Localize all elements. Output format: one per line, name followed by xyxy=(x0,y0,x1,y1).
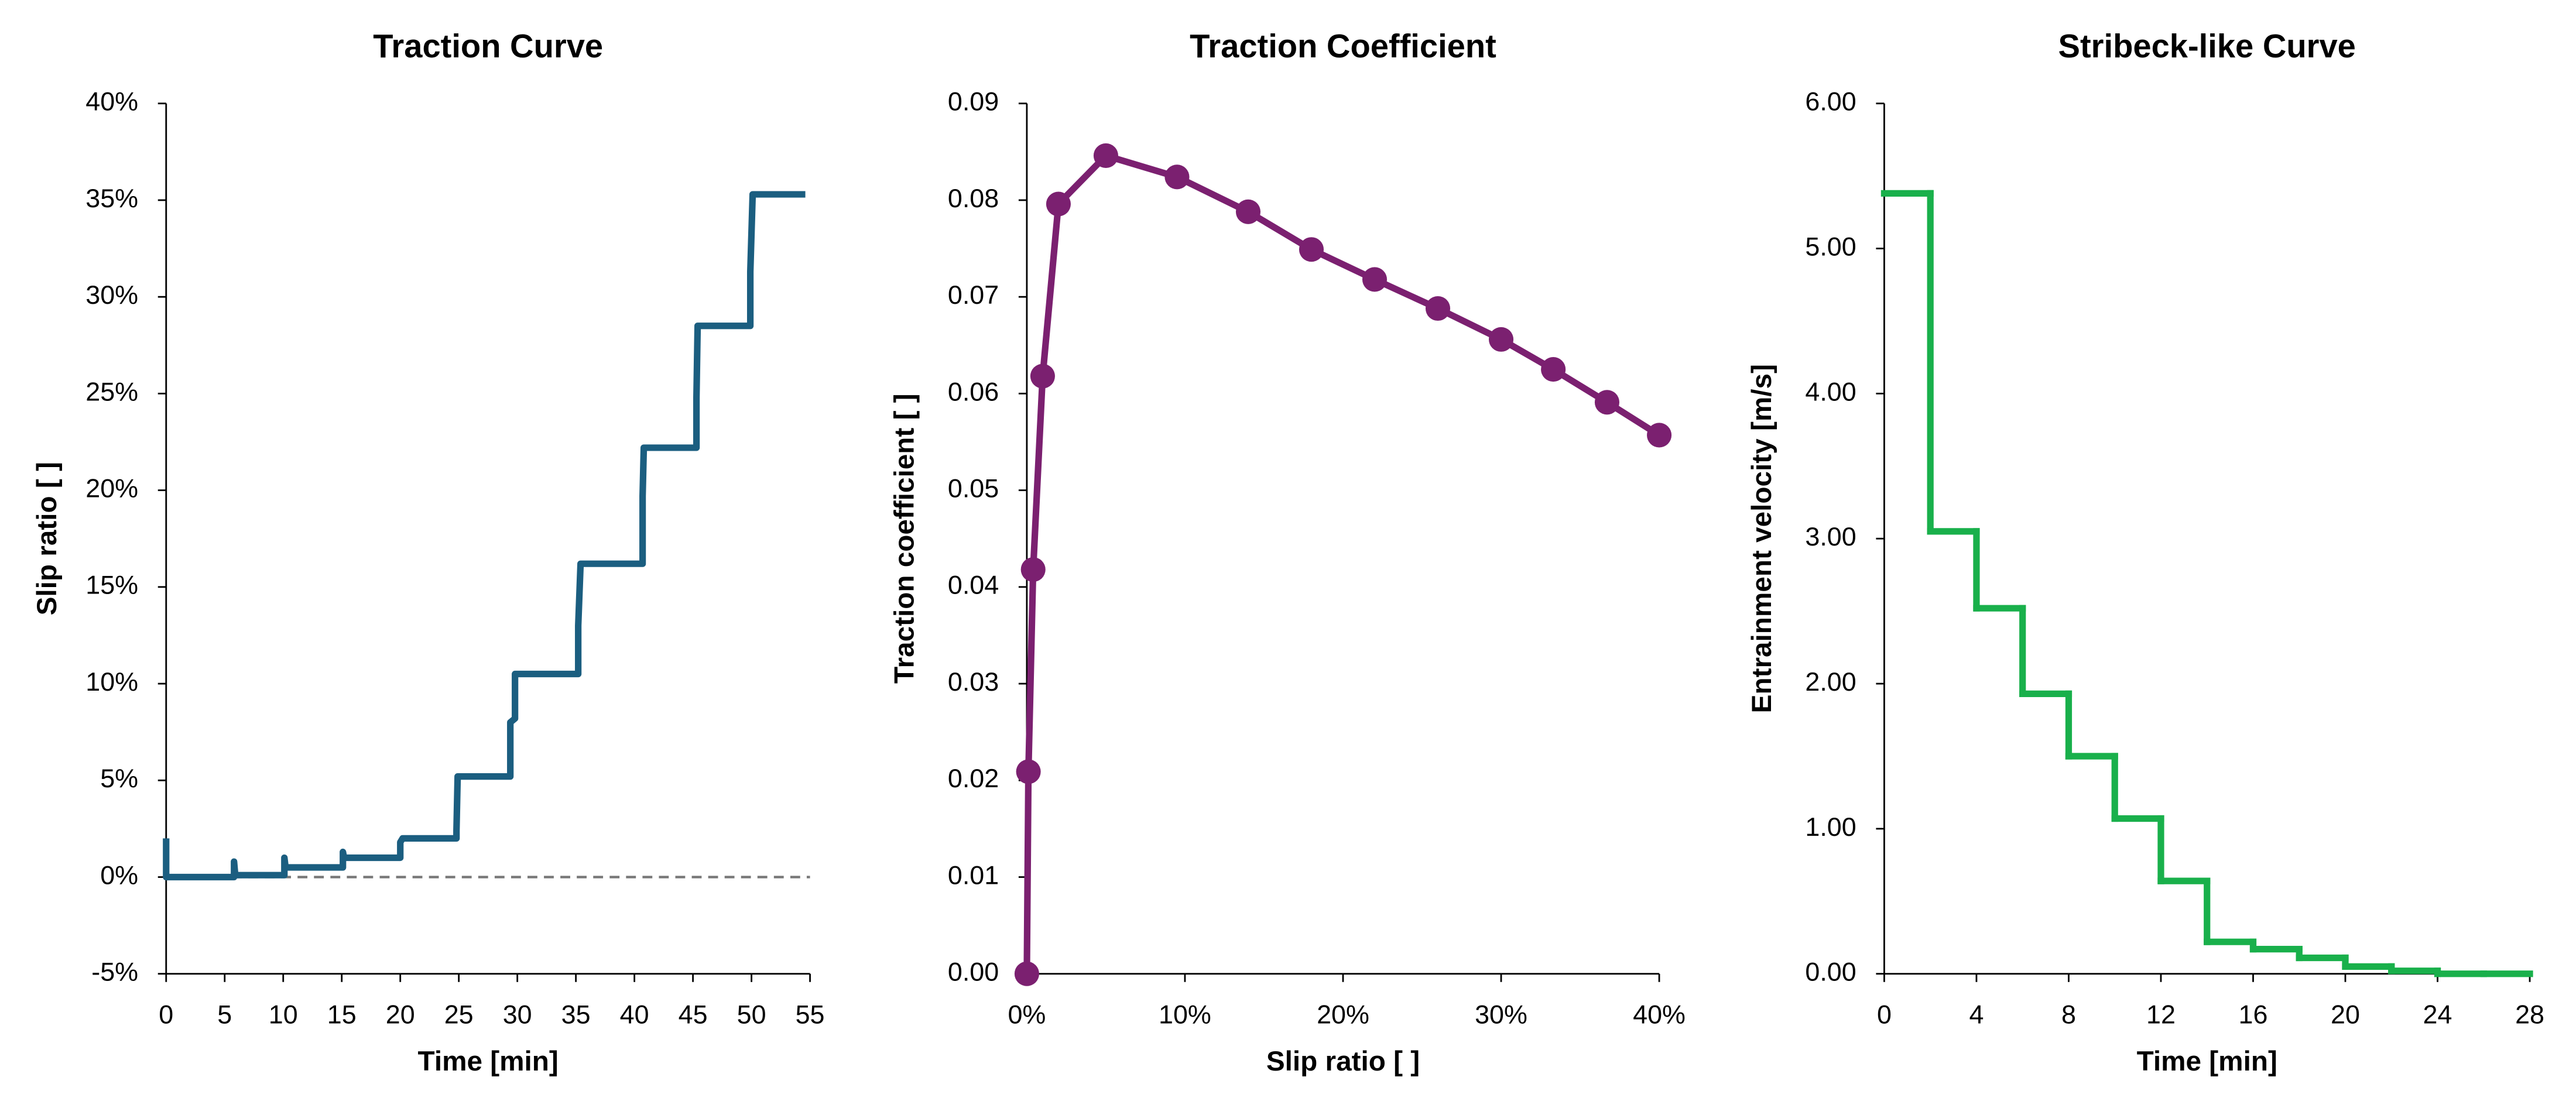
data-point xyxy=(1020,557,1046,582)
x-tick-label: 30% xyxy=(1475,1000,1527,1030)
x-axis-title: Time [min] xyxy=(418,1046,559,1077)
x-tick-label: 10% xyxy=(1159,1000,1211,1030)
y-tick-label: 0% xyxy=(100,860,138,890)
x-axis-title: Time [min] xyxy=(2137,1046,2277,1077)
y-tick-label: 6.00 xyxy=(1805,87,1856,116)
y-tick-label: 35% xyxy=(85,183,138,213)
y-tick-label: 3.00 xyxy=(1805,522,1856,551)
y-tick-label: 1.00 xyxy=(1805,812,1856,842)
y-tick-label: 2.00 xyxy=(1805,667,1856,697)
data-point xyxy=(1016,759,1041,784)
y-tick-label: 20% xyxy=(85,473,138,503)
y-axis-title: Traction coefficient [ ] xyxy=(889,393,920,683)
x-tick-label: 15 xyxy=(327,1000,357,1030)
x-tick-label: 10 xyxy=(269,1000,298,1030)
y-tick-label: 4.00 xyxy=(1805,376,1856,406)
x-tick-label: 20 xyxy=(2331,1000,2360,1030)
x-tick-label: 16 xyxy=(2239,1000,2268,1030)
x-tick-label: 55 xyxy=(796,1000,825,1030)
y-tick-label: 0.02 xyxy=(948,763,999,793)
y-tick-label: 10% xyxy=(85,667,138,697)
data-line xyxy=(1023,152,1662,974)
x-tick-label: 0% xyxy=(1008,1000,1046,1030)
y-tick-label: -5% xyxy=(91,957,138,987)
y-axis-title: Entrainment velocity [m/s] xyxy=(1746,364,1777,713)
x-tick-label: 0 xyxy=(1877,1000,1892,1030)
y-tick-label: 0.05 xyxy=(948,473,999,503)
x-tick-label: 40% xyxy=(1633,1000,1686,1030)
x-axis-title: Slip ratio [ ] xyxy=(1266,1046,1420,1077)
y-tick-label: 0.06 xyxy=(948,376,999,406)
x-tick-label: 4 xyxy=(1969,1000,1984,1030)
data-point xyxy=(1014,961,1039,986)
y-tick-label: 40% xyxy=(85,87,138,116)
data-point xyxy=(1425,296,1451,321)
data-point xyxy=(1647,423,1672,448)
x-tick-label: 50 xyxy=(737,1000,766,1030)
y-tick-label: 0.03 xyxy=(948,667,999,697)
x-tick-label: 8 xyxy=(2061,1000,2076,1030)
data-point xyxy=(1594,390,1619,415)
x-tick-label: 20 xyxy=(386,1000,415,1030)
y-tick-label: 15% xyxy=(85,570,138,600)
data-line xyxy=(163,191,806,881)
data-point xyxy=(1541,357,1566,382)
data-point xyxy=(1030,363,1055,389)
x-tick-label: 40 xyxy=(620,1000,649,1030)
data-point xyxy=(1046,191,1071,217)
data-point xyxy=(1362,267,1388,292)
y-tick-label: 0.09 xyxy=(948,87,999,116)
y-tick-label: 5% xyxy=(100,763,138,793)
x-tick-label: 24 xyxy=(2423,1000,2452,1030)
data-point xyxy=(1235,199,1261,224)
chart-title: Traction Curve xyxy=(373,28,603,64)
x-tick-label: 5 xyxy=(217,1000,232,1030)
x-tick-label: 45 xyxy=(679,1000,708,1030)
y-tick-label: 0.04 xyxy=(948,570,999,600)
y-tick-label: 0.07 xyxy=(948,280,999,310)
x-tick-label: 28 xyxy=(2515,1000,2544,1030)
y-tick-label: 25% xyxy=(85,376,138,406)
x-tick-label: 20% xyxy=(1317,1000,1369,1030)
y-tick-label: 0.00 xyxy=(948,957,999,987)
y-axis-title: Slip ratio [ ] xyxy=(32,462,63,615)
chart-title: Stribeck-like Curve xyxy=(2058,28,2356,64)
x-tick-label: 35 xyxy=(561,1000,591,1030)
data-point xyxy=(1299,237,1324,262)
y-tick-label: 5.00 xyxy=(1805,231,1856,261)
data-point xyxy=(1093,143,1118,169)
y-tick-label: 30% xyxy=(85,280,138,310)
data-point xyxy=(1164,164,1190,190)
x-tick-label: 30 xyxy=(503,1000,532,1030)
x-tick-label: 25 xyxy=(444,1000,474,1030)
data-point xyxy=(1488,327,1514,352)
y-tick-label: 0.08 xyxy=(948,183,999,213)
chart-title: Traction Coefficient xyxy=(1190,28,1496,64)
x-tick-label: 0 xyxy=(159,1000,173,1030)
x-tick-label: 12 xyxy=(2146,1000,2176,1030)
y-tick-label: 0.01 xyxy=(948,860,999,890)
y-tick-label: 0.00 xyxy=(1805,957,1856,987)
